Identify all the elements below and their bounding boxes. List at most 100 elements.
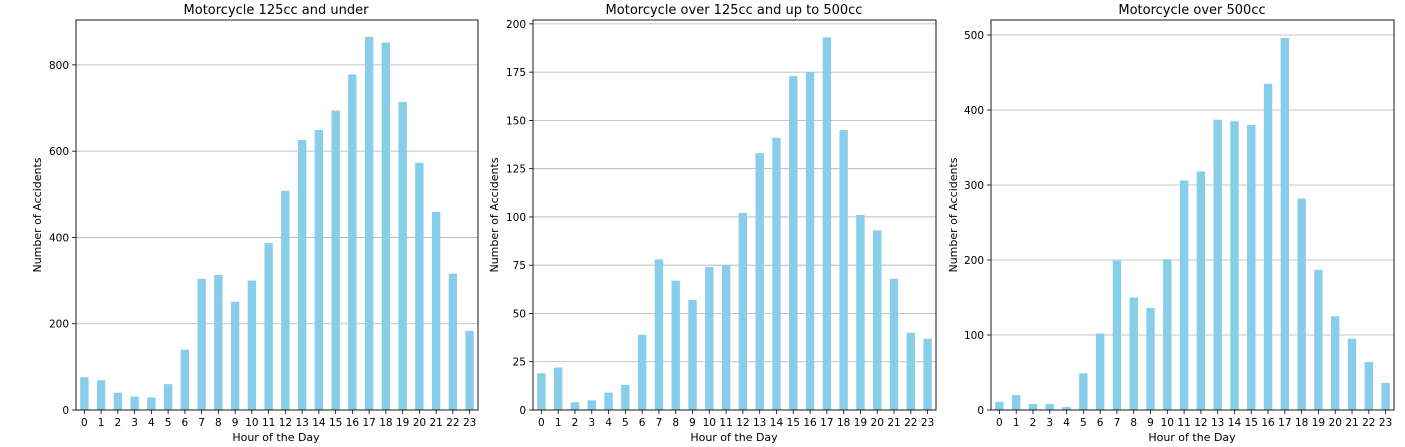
x-tick-label: 5 bbox=[622, 417, 629, 429]
x-tick-label: 19 bbox=[396, 417, 409, 429]
x-tick-label: 14 bbox=[1228, 417, 1242, 429]
bar bbox=[314, 130, 324, 411]
axes-frame bbox=[75, 19, 479, 411]
x-tick-label: 15 bbox=[329, 417, 342, 429]
x-tick-label: 0 bbox=[538, 417, 545, 429]
bar bbox=[1129, 297, 1138, 410]
chart-panel-3: Motorcycle over 500cc Number of Accident… bbox=[947, 3, 1395, 444]
x-tick-label: 23 bbox=[1379, 417, 1392, 429]
bar bbox=[247, 280, 257, 410]
bar bbox=[147, 397, 156, 410]
x-tick-label: 11 bbox=[262, 417, 275, 429]
bar bbox=[1347, 338, 1357, 410]
bar bbox=[348, 74, 357, 411]
bar bbox=[1095, 333, 1105, 410]
y-tick-label: 25 bbox=[513, 357, 526, 369]
bar bbox=[264, 243, 273, 410]
bar bbox=[839, 130, 848, 410]
bar bbox=[873, 230, 882, 410]
y-tick-label: 175 bbox=[506, 67, 526, 79]
x-tick-label: 11 bbox=[1177, 417, 1190, 429]
bar bbox=[721, 265, 731, 410]
x-tick-label: 2 bbox=[1030, 417, 1037, 429]
x-tick-label: 22 bbox=[904, 417, 917, 429]
x-tick-label: 3 bbox=[1046, 417, 1053, 429]
x-tick-label: 21 bbox=[429, 417, 442, 429]
bar bbox=[1028, 404, 1038, 410]
x-tick-label: 13 bbox=[1211, 417, 1224, 429]
x-tick-label: 1 bbox=[555, 417, 562, 429]
bar bbox=[705, 267, 714, 410]
x-tick-label: 6 bbox=[182, 417, 189, 429]
bar bbox=[772, 137, 781, 410]
x-tick-label: 3 bbox=[588, 417, 595, 429]
x-tick-label: 23 bbox=[463, 417, 476, 429]
chart-title: Motorcycle over 500cc bbox=[1118, 3, 1265, 18]
x-axis-label: Hour of the Day bbox=[690, 431, 778, 443]
bar bbox=[637, 334, 647, 410]
bar bbox=[214, 274, 223, 410]
bar bbox=[113, 392, 123, 410]
y-tick-label: 100 bbox=[506, 212, 526, 224]
x-tick-label: 16 bbox=[1261, 417, 1275, 429]
x-tick-label: 2 bbox=[115, 417, 122, 429]
x-axis-label: Hour of the Day bbox=[232, 431, 320, 443]
x-tick-label: 12 bbox=[279, 417, 292, 429]
x-tick-label: 18 bbox=[1295, 417, 1308, 429]
bar bbox=[671, 280, 680, 410]
x-tick-label: 8 bbox=[672, 417, 679, 429]
x-axis-label: Hour of the Day bbox=[1148, 431, 1236, 443]
x-tick-label: 1 bbox=[1013, 417, 1020, 429]
x-tick-label: 17 bbox=[1278, 417, 1291, 429]
bar bbox=[465, 331, 474, 410]
x-tick-label: 4 bbox=[148, 417, 155, 429]
bar bbox=[230, 301, 240, 410]
chart-panel-1: Motorcycle 125cc and under Number of Acc… bbox=[31, 3, 479, 444]
y-tick-label: 125 bbox=[506, 164, 526, 176]
bar bbox=[381, 42, 391, 411]
x-tick-label: 13 bbox=[753, 417, 766, 429]
bar bbox=[822, 37, 832, 411]
chart-panel-2: Motorcycle over 125cc and up to 500cc Nu… bbox=[488, 3, 937, 444]
bar bbox=[197, 278, 206, 410]
y-tick-label: 75 bbox=[513, 260, 526, 272]
y-tick-label: 50 bbox=[513, 308, 526, 320]
bar bbox=[1314, 269, 1323, 410]
bar bbox=[364, 36, 374, 410]
bar bbox=[738, 213, 748, 410]
x-tick-label: 11 bbox=[719, 417, 732, 429]
x-tick-label: 0 bbox=[996, 417, 1003, 429]
bar bbox=[621, 384, 630, 410]
x-tick-label: 7 bbox=[656, 417, 663, 429]
x-tick-label: 5 bbox=[165, 417, 172, 429]
y-tick-label: 0 bbox=[62, 405, 69, 417]
bar bbox=[1297, 198, 1306, 410]
x-tick-label: 17 bbox=[820, 417, 833, 429]
bar bbox=[1280, 38, 1290, 410]
x-tick-label: 7 bbox=[198, 417, 205, 429]
bar bbox=[654, 259, 664, 410]
bar bbox=[96, 380, 106, 410]
x-tick-label: 23 bbox=[921, 417, 934, 429]
axes-frame bbox=[532, 19, 937, 411]
y-tick-label: 150 bbox=[506, 115, 526, 127]
x-tick-label: 14 bbox=[312, 417, 326, 429]
y-tick-label: 400 bbox=[49, 232, 69, 244]
bar bbox=[431, 211, 441, 410]
bar bbox=[1163, 259, 1172, 410]
x-tick-label: 16 bbox=[346, 417, 360, 429]
x-tick-label: 21 bbox=[887, 417, 900, 429]
x-tick-label: 20 bbox=[413, 417, 426, 429]
bar bbox=[688, 299, 697, 410]
bar bbox=[1247, 125, 1256, 410]
bar bbox=[297, 139, 307, 410]
y-tick-label: 300 bbox=[964, 180, 984, 192]
y-tick-label: 200 bbox=[506, 19, 526, 31]
bar bbox=[163, 384, 173, 410]
x-tick-label: 18 bbox=[379, 417, 392, 429]
x-tick-label: 18 bbox=[837, 417, 850, 429]
bar bbox=[553, 367, 563, 410]
bar bbox=[1381, 383, 1390, 410]
bar bbox=[906, 332, 916, 410]
